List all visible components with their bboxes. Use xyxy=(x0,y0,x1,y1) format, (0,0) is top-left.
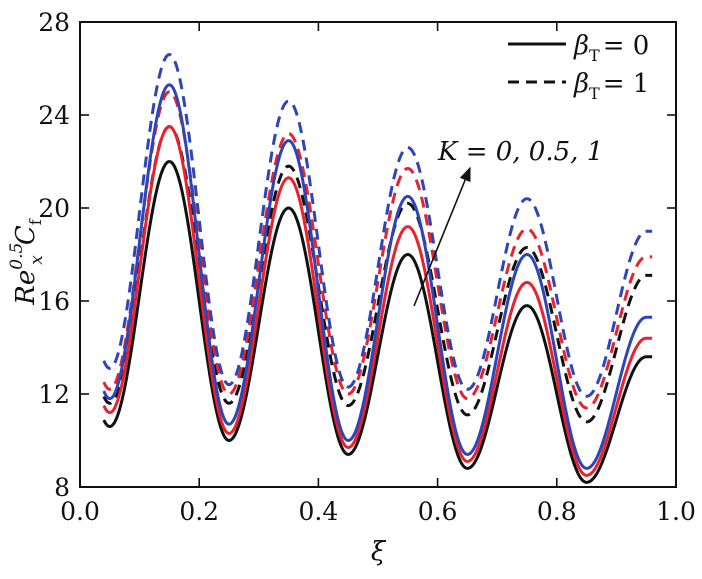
ticks-layer: 0.0 0.2 0.4 0.6 0.8 1.0 8 12 16 20 24 28 xyxy=(38,8,696,526)
x-tick-label: 0.8 xyxy=(537,497,577,526)
y-tick-label: 28 xyxy=(38,8,70,37)
y-axis-title: Re0.5xCf xyxy=(7,218,47,306)
x-tick-label: 0.6 xyxy=(418,497,458,526)
y-tick-label: 24 xyxy=(38,101,70,130)
series-layer xyxy=(102,53,653,484)
series-line xyxy=(102,125,653,477)
x-tick-label: 0.4 xyxy=(299,497,339,526)
series-line xyxy=(102,125,653,424)
annotation-arrow xyxy=(413,166,471,307)
legend-label-solid: βT = 0 xyxy=(573,31,649,65)
x-tick-label: 0.0 xyxy=(60,497,100,526)
annotation-k-label: K = 0, 0.5, 1 xyxy=(437,137,603,167)
x-axis-title: ξ xyxy=(371,537,387,567)
y-tick-label: 8 xyxy=(54,473,70,502)
y-tick-label: 16 xyxy=(38,287,70,316)
x-tick-label: 0.2 xyxy=(179,497,219,526)
series-line xyxy=(102,83,653,470)
plot-frame xyxy=(79,21,677,488)
series-line xyxy=(102,160,653,484)
y-tick-label: 20 xyxy=(38,194,70,223)
y-tick-label: 12 xyxy=(38,380,70,409)
x-tick-label: 1.0 xyxy=(656,497,696,526)
legend: βT = 0 βT = 1 xyxy=(508,31,649,103)
series-line xyxy=(102,53,653,398)
legend-label-dashed: βT = 1 xyxy=(573,69,649,103)
